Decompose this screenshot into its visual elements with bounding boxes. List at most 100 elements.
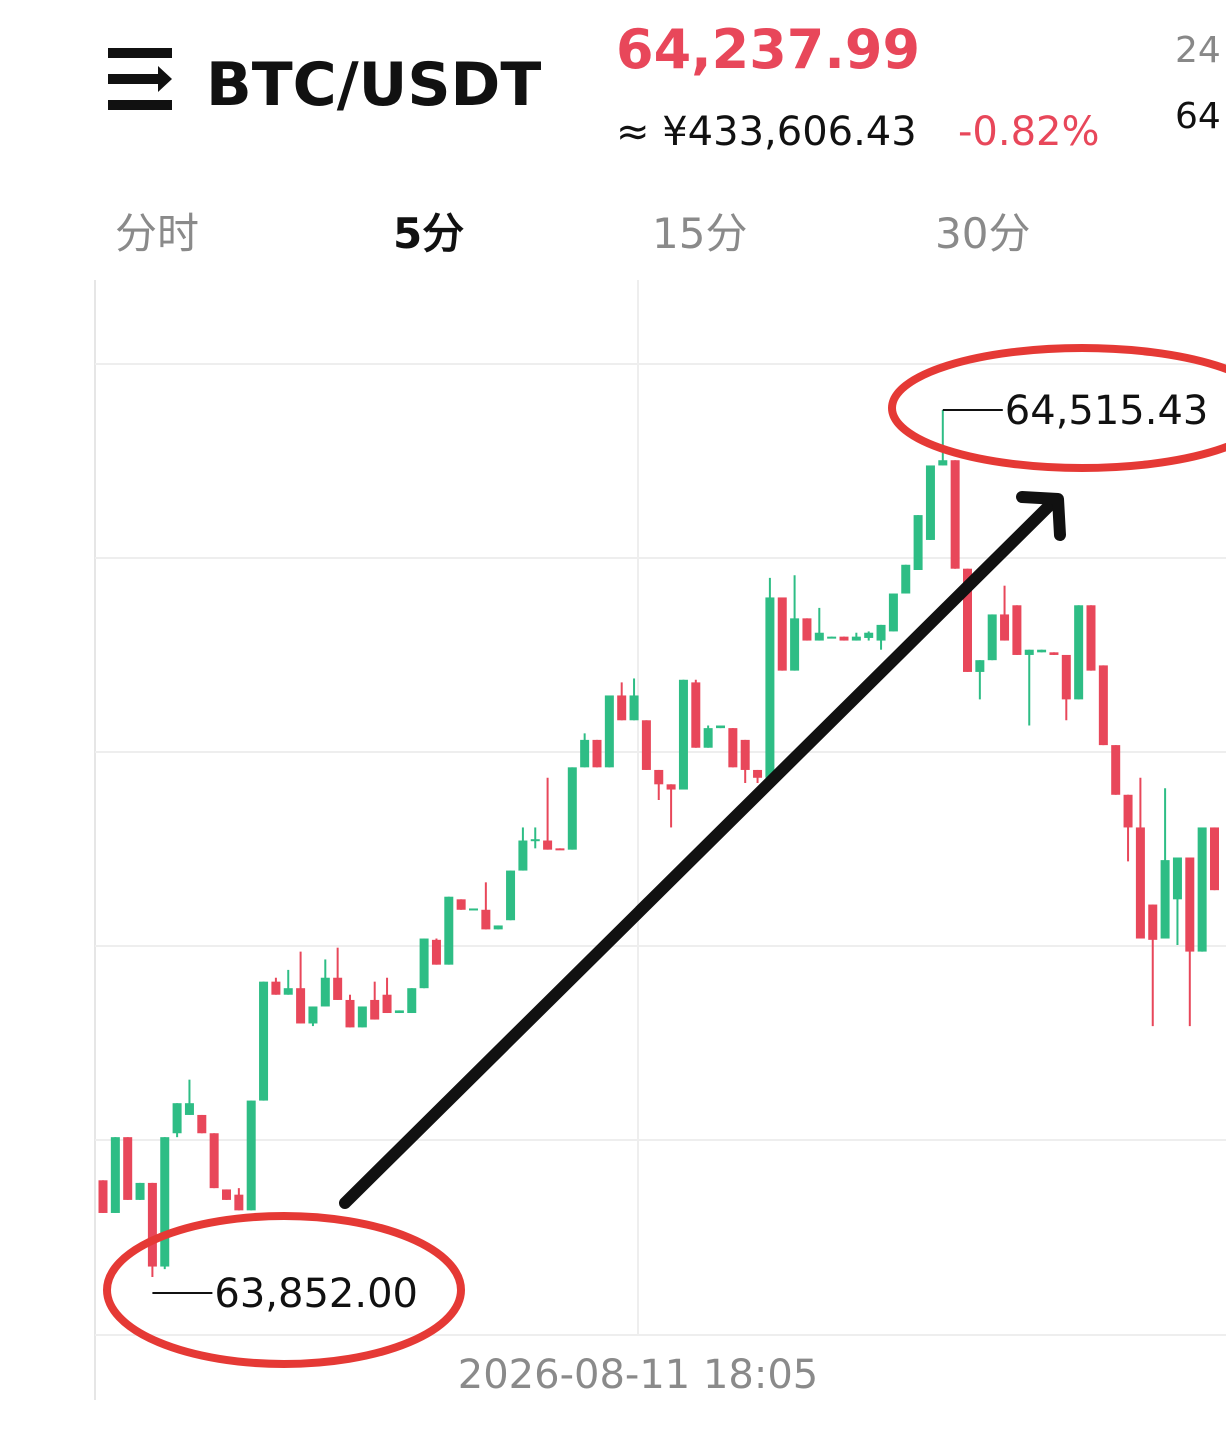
candle-body	[716, 725, 725, 729]
candle-body	[394, 1010, 404, 1014]
highlight-ellipse	[888, 344, 1226, 472]
candle-body	[184, 1103, 194, 1115]
candle-body	[234, 1194, 244, 1211]
candle-body	[728, 728, 738, 768]
candle-body	[357, 1006, 367, 1028]
chart-frame	[94, 280, 1226, 1400]
candle-body	[407, 988, 417, 1014]
candle-body	[839, 636, 849, 641]
candle-body	[530, 839, 540, 842]
candle-body	[98, 1180, 108, 1213]
candle-body	[370, 999, 380, 1020]
candle-body	[493, 925, 503, 930]
tab[interactable]: 30分	[935, 209, 1030, 258]
candle-body	[938, 460, 948, 466]
candle-body	[975, 660, 985, 672]
candle-body	[135, 1182, 145, 1200]
candle-body	[1012, 605, 1022, 655]
stat-label: 24	[1175, 30, 1221, 71]
icon-arrow	[158, 66, 172, 92]
tab[interactable]: 5分	[393, 209, 464, 258]
candle-body	[901, 564, 911, 594]
candle-body	[333, 977, 343, 1000]
candle-body	[518, 840, 528, 871]
candle-body	[1098, 665, 1108, 746]
highlight-ellipse	[103, 1212, 465, 1368]
stat-value: 64	[1175, 96, 1221, 137]
candle-body	[308, 1006, 318, 1024]
candle-body	[555, 848, 565, 851]
candle-body	[160, 1137, 170, 1267]
candle-body	[1210, 827, 1219, 891]
candle-body	[469, 908, 478, 911]
candle-body	[1135, 827, 1145, 939]
tab[interactable]: 15分	[652, 209, 747, 258]
change: -0.82%	[958, 109, 1100, 155]
candle-body	[1049, 652, 1059, 655]
icon-bar	[108, 48, 172, 58]
candle-body	[814, 632, 824, 641]
candle-body	[678, 679, 688, 790]
candle-body	[604, 695, 614, 768]
candle-body	[1185, 857, 1195, 952]
menu-icon[interactable]	[108, 48, 172, 110]
candle-body	[382, 994, 392, 1014]
candle-body	[481, 909, 491, 930]
tabs: 分时 5分 15分 30分	[115, 209, 1030, 258]
trend-arrow	[339, 491, 1066, 1209]
candle-body	[691, 682, 701, 748]
candle-body	[641, 720, 651, 770]
candle-body	[740, 739, 750, 770]
candle-body	[777, 597, 787, 671]
candle-body	[209, 1133, 219, 1189]
candle-body	[654, 769, 664, 785]
candle-body	[345, 999, 355, 1028]
candle-body	[592, 739, 602, 768]
arrow-shaft	[339, 499, 1056, 1209]
candle-body	[1197, 827, 1207, 952]
annotation-label: 63,852.00	[214, 1271, 418, 1317]
candle-body	[543, 840, 553, 850]
candle-body	[765, 597, 775, 778]
candle-body	[296, 988, 306, 1024]
candle-body	[271, 981, 281, 995]
candle-body	[950, 460, 960, 569]
candle-body	[222, 1189, 231, 1200]
icon-bar	[108, 74, 158, 84]
candle-body	[110, 1137, 120, 1213]
x-label: 2026-08-11 18:05	[458, 1352, 818, 1398]
candle-body	[246, 1100, 256, 1211]
candle-body	[431, 939, 441, 965]
candle-body	[629, 695, 639, 721]
candle-body	[790, 618, 800, 671]
candle-body	[666, 784, 676, 790]
candle-body	[913, 515, 923, 570]
candle-body	[1172, 857, 1182, 900]
candle-body	[617, 695, 627, 721]
tab[interactable]: 分时	[115, 209, 199, 258]
candle-body	[197, 1114, 207, 1134]
candle-body	[1160, 860, 1170, 939]
candle-body	[827, 636, 837, 639]
candle-body	[419, 938, 429, 989]
candle-body	[147, 1182, 157, 1267]
candle-body	[925, 465, 935, 540]
candle-body	[1000, 614, 1010, 641]
candle-body	[506, 870, 516, 921]
candle-body	[963, 568, 972, 672]
candle-body	[172, 1103, 182, 1134]
candle-body	[259, 981, 269, 1101]
annotation-label: 64,515.43	[1005, 388, 1209, 434]
candle-body	[1086, 605, 1096, 671]
candle-body	[1123, 794, 1133, 828]
candle-body	[851, 636, 861, 641]
candle-body	[580, 739, 590, 768]
last-price: 64,237.99	[616, 18, 920, 81]
candle-body	[703, 728, 713, 748]
candle-body	[802, 618, 812, 641]
candle-body	[753, 769, 763, 778]
candle-body	[283, 988, 293, 995]
candle-body	[456, 899, 466, 910]
